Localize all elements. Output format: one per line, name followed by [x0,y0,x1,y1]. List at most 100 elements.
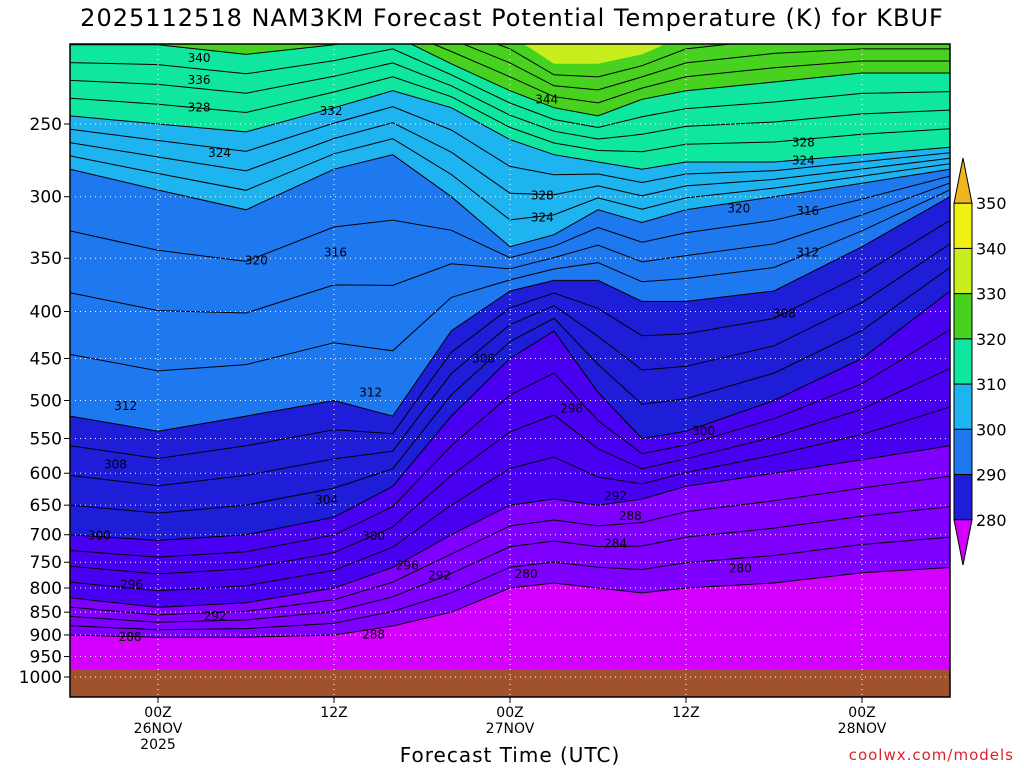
isentrope-line [70,267,950,514]
colorbar-segment [953,383,973,430]
contour-label: 324 [531,210,554,224]
colorbar-label: 300 [976,420,1007,439]
x-tick-label: 12Z [672,705,699,721]
isentrope-line [70,106,950,184]
isentrope-line [70,329,950,558]
contour-label: 300 [362,529,385,543]
colorbar-label: 280 [976,511,1007,530]
isentrope-line [70,506,950,623]
isentrope-line [70,536,950,631]
y-tick-label: 400 [30,302,62,322]
contour-label: 288 [362,628,385,642]
colorbar-segment [953,428,973,476]
isentrope-line [70,567,950,638]
y-tick-label: 350 [30,249,62,269]
y-tick-label: 600 [30,464,62,484]
isentrope-line [70,90,950,170]
contour-label: 292 [428,568,451,582]
isentrope-line [70,44,950,117]
isentrope-line [495,44,736,78]
y-tick-label: 450 [30,349,62,369]
contour-label: 312 [359,385,382,399]
y-tick-label: 650 [30,496,62,516]
isentropes [70,44,950,638]
x-tick-label: 00Z [496,705,523,721]
x-tick-label: 28NOV [838,721,887,737]
isentrope-line [70,62,950,140]
contour-label: 320 [727,202,750,216]
colorbar-segment [953,338,973,385]
contour-label: 296 [120,577,143,591]
y-tick-label: 550 [30,430,62,450]
isentrope-line [70,154,950,248]
contour-label: 332 [320,104,343,118]
colorbar-label: 330 [976,285,1007,304]
credit-link[interactable]: coolwx.com/models [848,746,1014,764]
x-axis-title: Forecast Time (UTC) [399,743,621,767]
contour-label: 280 [515,567,538,581]
isentrope-line [70,219,950,460]
contour-label: 336 [188,73,211,87]
colorbar-label: 350 [976,194,1007,213]
ground-strip [70,669,950,697]
colorbar-arrow-bottom [953,519,973,566]
colorbar-segment [953,293,973,340]
isentrope-line [70,122,950,197]
y-tick-label: 850 [30,603,62,623]
colorbar-segment [953,202,973,249]
isentrope-line [70,290,950,541]
contour-label: 308 [773,306,796,320]
colorbar-label: 310 [976,375,1007,394]
contour-label: 292 [204,609,227,623]
contour-label: 344 [535,92,558,106]
isentrope-line [70,475,950,616]
x-tick-label: 00Z [144,705,171,721]
contour-label: 292 [604,489,627,503]
x-tick-label: 12Z [320,705,347,721]
isentrope-line [70,243,950,487]
contour-label: 340 [188,51,211,65]
isentrope-line [70,445,950,608]
isentrope-line [70,175,950,262]
contour-label: 324 [792,154,815,168]
contour-label: 312 [114,399,137,413]
isentrope-line [70,189,950,372]
contour-label: 288 [119,630,142,644]
contour-label: 296 [396,558,419,572]
isentrope-line [70,406,950,592]
contour-label: 298 [560,401,583,415]
contour-label: 308 [104,457,127,471]
contour-label: 284 [604,537,627,551]
contour-label: 288 [619,509,642,523]
colorbar-arrow-top [953,157,973,204]
contour-label: 316 [796,204,819,218]
colorbar-label: 340 [976,239,1007,258]
contour-label: 324 [208,146,231,160]
contour-label: 308 [472,351,495,365]
contour-label: 328 [531,188,554,202]
isentrope-line [70,182,950,314]
colorbar-label: 320 [976,330,1007,349]
isentrope-line [70,367,950,575]
contour-label: 300 [88,528,111,542]
y-tick-label: 500 [30,392,62,412]
y-tick-label: 950 [30,648,62,668]
contour-label: 300 [692,424,715,438]
isentrope-line [431,44,950,104]
isentrope-line [70,48,950,129]
isentrope-line [70,76,950,153]
colorbar-segment [953,247,973,295]
contour-label: 312 [796,245,819,259]
colorbar-segment [953,474,973,521]
y-tick-label: 700 [30,526,62,546]
contour-label: 316 [324,245,347,259]
x-tick-label: 00Z [848,705,875,721]
x-tick-label: 2025 [140,737,176,753]
y-tick-label: 800 [30,579,62,599]
contour-label: 320 [245,253,268,267]
y-tick-label: 250 [30,115,62,135]
contour-label: 328 [188,101,211,115]
colorbar-label: 290 [976,466,1007,485]
contour-label: 328 [792,136,815,150]
x-tick-label: 27NOV [486,721,535,737]
